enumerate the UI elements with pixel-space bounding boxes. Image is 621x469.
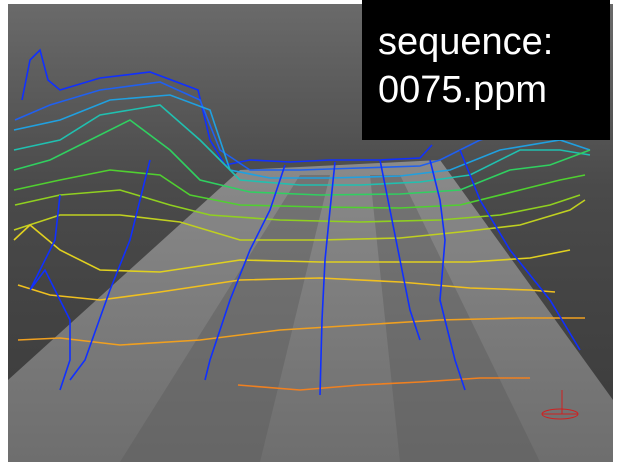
viewer: sequence: 0075.ppm xyxy=(0,0,621,469)
sequence-label: sequence: 0075.ppm xyxy=(362,0,610,140)
label-line: 0075.ppm xyxy=(378,66,610,114)
label-line: sequence: xyxy=(378,18,610,66)
